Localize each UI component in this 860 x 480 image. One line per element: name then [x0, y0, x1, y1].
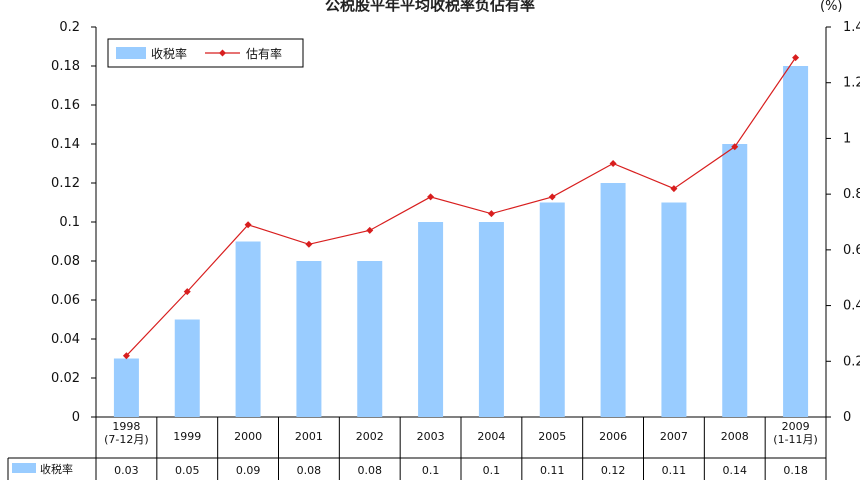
category-label: 2001 — [295, 430, 323, 443]
bar — [478, 222, 504, 417]
line-point — [670, 185, 678, 193]
table-cell-value: 0.03 — [114, 464, 139, 477]
line-series — [125, 57, 797, 357]
legend-swatch-bar — [116, 47, 146, 59]
bar — [600, 183, 626, 417]
category-label: 2009 (1-11月) — [773, 420, 818, 446]
table-cell-value: 0.08 — [297, 464, 322, 477]
category-label: 2005 — [538, 430, 566, 443]
legend-label-line: 估有率 — [246, 46, 282, 61]
category-label: 1998 (7-12月) — [104, 420, 149, 446]
category-label: 2007 — [660, 430, 688, 443]
table-cell-value: 0.1 — [422, 464, 440, 477]
chart-title: 公税股平年平均收税率负佔有率 — [325, 0, 535, 14]
legend-swatch-marker — [219, 49, 226, 57]
left-tick-label: 0.14 — [51, 137, 80, 152]
legend-label-bar: 收税率 — [151, 46, 187, 61]
left-tick-label: 0.1 — [59, 215, 80, 230]
line-point — [487, 210, 495, 218]
line-point — [122, 352, 130, 360]
bar — [296, 261, 322, 417]
table-row-label: 收税率 — [40, 462, 73, 476]
line-point — [731, 143, 739, 151]
right-tick-label: 1 — [843, 131, 851, 146]
right-axis-unit: (%) — [820, 0, 843, 14]
category-label: 2008 — [721, 430, 749, 443]
left-tick-label: 0.12 — [51, 176, 80, 191]
left-tick-label: 0 — [72, 410, 80, 425]
category-label: 1999 — [173, 430, 201, 443]
right-tick-label: 0 — [843, 410, 851, 425]
bar — [783, 66, 809, 417]
line-point — [305, 240, 313, 248]
left-tick-label: 0.04 — [51, 332, 80, 347]
category-label: 2004 — [477, 430, 505, 443]
table-cell-value: 0.11 — [540, 464, 565, 477]
table-row-swatch — [12, 463, 36, 473]
plot-area: 0 0.02 0.04 0.06 0.08 0.1 0.12 0.14 0.16 0.18 0.2 0… — [7, 20, 860, 480]
bar — [113, 358, 139, 417]
bar — [174, 319, 200, 417]
right-tick-label: 0.8 — [843, 187, 860, 202]
bar — [235, 241, 261, 417]
legend: 收税率 估有率 — [107, 38, 304, 68]
table-cell-value: 0.14 — [723, 464, 748, 477]
left-tick-label: 0.08 — [51, 254, 80, 269]
table-cell-value: 0.05 — [175, 464, 200, 477]
category-label: 2000 — [234, 430, 262, 443]
left-tick-label: 0.02 — [51, 371, 80, 386]
category-label: 2003 — [417, 430, 445, 443]
table-cell-value: 0.09 — [236, 464, 261, 477]
table-cell-value: 0.1 — [483, 464, 501, 477]
line-point — [548, 193, 556, 201]
right-tick-label: 1.4 — [843, 20, 860, 35]
bar — [722, 144, 748, 417]
right-tick-label: 0.4 — [843, 299, 860, 314]
bar — [357, 261, 383, 417]
line-point — [427, 193, 435, 201]
left-tick-label: 0.18 — [51, 59, 80, 74]
right-tick-label: 1.2 — [843, 76, 860, 91]
line-point — [366, 226, 374, 234]
left-tick-label: 0.16 — [51, 98, 80, 113]
right-tick-label: 0.2 — [843, 354, 860, 369]
bar — [661, 202, 687, 417]
left-tick-label: 0.2 — [59, 20, 80, 35]
bar — [418, 222, 444, 417]
left-tick-label: 0.06 — [51, 293, 80, 308]
line-point — [183, 288, 191, 296]
right-tick-label: 0.6 — [843, 243, 860, 258]
table-cell-value: 0.11 — [662, 464, 687, 477]
table-cell-value: 0.08 — [358, 464, 383, 477]
bar — [539, 202, 565, 417]
line-point — [244, 221, 252, 229]
table-cell-value: 0.12 — [601, 464, 626, 477]
category-label: 2002 — [356, 430, 384, 443]
category-label: 2006 — [599, 430, 627, 443]
table-cell-value: 0.18 — [783, 464, 808, 477]
line-point — [792, 54, 800, 62]
line-point — [609, 160, 617, 167]
